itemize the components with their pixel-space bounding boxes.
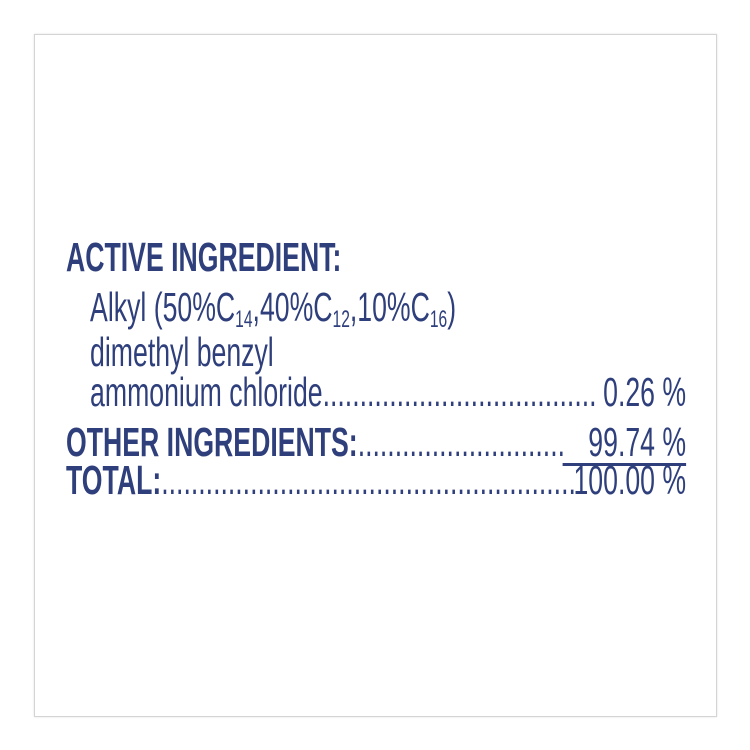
total-line: TOTAL: 100.00 %	[66, 460, 686, 501]
active-ingredient-heading: ACTIVE INGREDIENT:	[66, 237, 686, 278]
active-value: 0.26 %	[603, 369, 687, 415]
total-value: 100.00 %	[573, 457, 687, 503]
alkyl-text: Alkyl (50%C14,40%C12,10%C16)	[90, 284, 457, 333]
total-label: TOTAL:	[66, 457, 162, 503]
dimethyl-line: dimethyl benzyl	[66, 332, 686, 373]
ammonium-line: ammonium chloride 0.26 %	[66, 372, 686, 413]
dimethyl-text: dimethyl benzyl	[90, 329, 274, 375]
other-ingredients-line: OTHER INGREDIENTS: 99.74 %	[66, 419, 687, 466]
dot-leader	[161, 460, 573, 501]
heading-text: ACTIVE INGREDIENT:	[66, 234, 342, 280]
dot-leader	[323, 372, 597, 413]
other-value: 99.74 %	[562, 422, 687, 466]
ammonium-text: ammonium chloride	[90, 369, 323, 415]
other-label: OTHER INGREDIENTS:	[66, 419, 358, 465]
alkyl-line: Alkyl (50%C14,40%C12,10%C16)	[66, 284, 686, 333]
